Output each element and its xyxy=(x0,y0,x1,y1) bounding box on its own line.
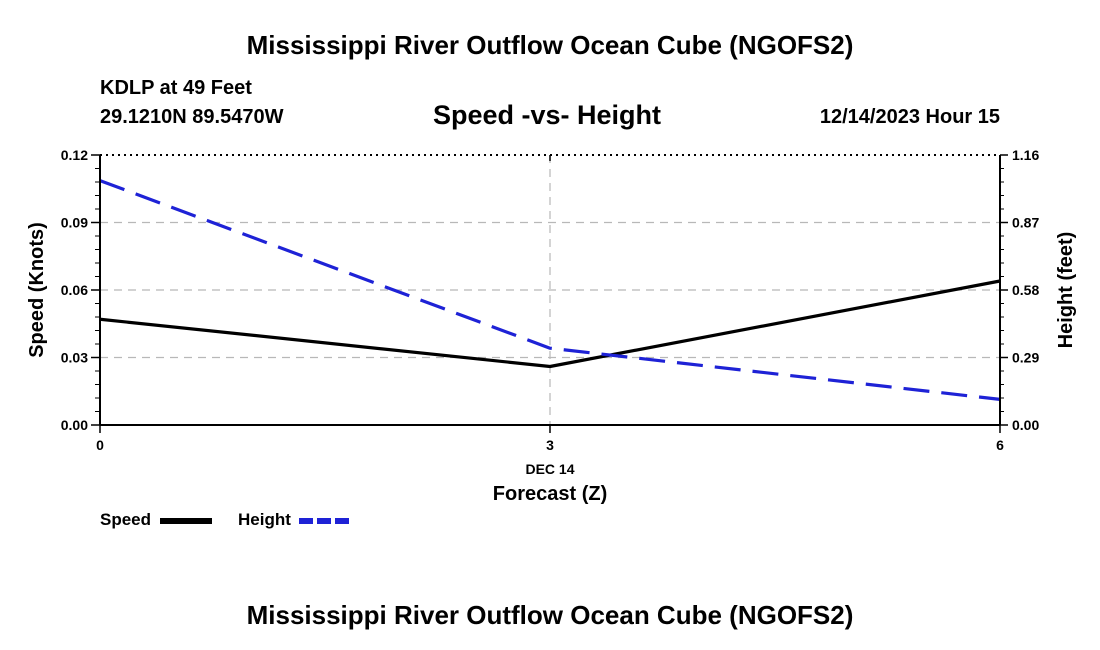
y-tick-label: 0.00 xyxy=(61,417,88,433)
chart-title: Speed -vs- Height xyxy=(433,100,662,130)
grid-layer xyxy=(100,155,1000,425)
x-axis-title: Forecast (Z) xyxy=(493,483,607,505)
y-tick-label: 0.06 xyxy=(61,282,88,298)
y2-axis-title: Height (feet) xyxy=(1055,232,1077,349)
axes-layer xyxy=(91,154,1008,433)
y-axis-title: Speed (Knots) xyxy=(26,222,48,358)
y-tick-label: 0.12 xyxy=(61,147,88,163)
y2-tick-label: 1.16 xyxy=(1012,147,1039,163)
x-tick-label: 3 xyxy=(546,437,554,453)
station-coordinates: 29.1210N 89.5470W xyxy=(100,106,284,128)
label-layer: 0.00 0.00 0.03 0.29 0.06 0.58 0.09 0.87 0.12 1.16… xyxy=(26,147,1077,505)
footer-title: Mississippi River Outflow Ocean Cube (NG… xyxy=(246,600,854,630)
station-label: KDLP at 49 Feet xyxy=(100,77,252,99)
legend-label-speed: Speed xyxy=(100,510,151,529)
y2-tick-label: 0.00 xyxy=(1012,417,1039,433)
y-tick-label: 0.09 xyxy=(61,215,88,231)
legend-label-height: Height xyxy=(238,510,291,529)
legend: Speed Height xyxy=(100,510,351,529)
main-title: Mississippi River Outflow Ocean Cube (NG… xyxy=(246,30,854,60)
y-tick-label: 0.03 xyxy=(61,350,88,366)
x-tick-label: 6 xyxy=(996,437,1004,453)
y2-tick-label: 0.58 xyxy=(1012,282,1039,298)
x-tick-label: 0 xyxy=(96,437,104,453)
y2-tick-label: 0.29 xyxy=(1012,350,1039,366)
forecast-datetime: 12/14/2023 Hour 15 xyxy=(819,106,1000,128)
y2-tick-label: 0.87 xyxy=(1012,215,1039,231)
x-date-label: DEC 14 xyxy=(525,461,574,477)
